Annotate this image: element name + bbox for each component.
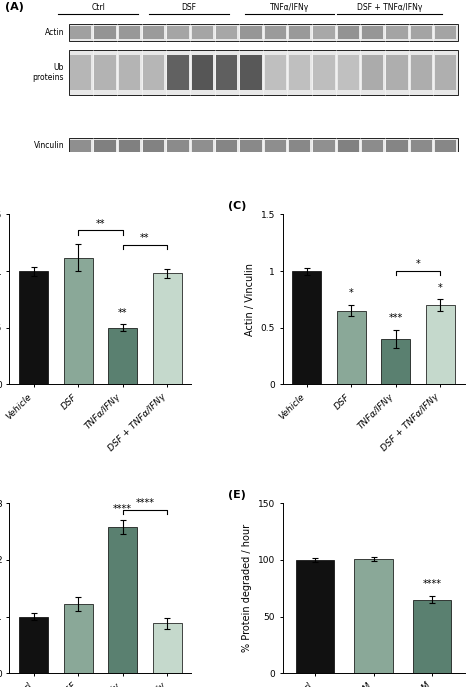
Bar (296, 560, 334, 673)
Bar (118, 56, 140, 90)
Bar (362, 56, 383, 90)
Bar (313, 56, 335, 90)
Text: ****: **** (423, 579, 442, 589)
Bar (337, 311, 366, 385)
Bar (191, 26, 213, 38)
Bar (240, 26, 262, 38)
Bar (362, 139, 383, 152)
Text: *: * (349, 289, 354, 298)
Text: (C): (C) (228, 201, 246, 211)
Text: Actin: Actin (45, 28, 64, 37)
Bar (386, 26, 408, 38)
Bar (240, 56, 262, 90)
Bar (69, 50, 458, 95)
Bar (216, 139, 237, 152)
Bar (167, 26, 189, 38)
Bar (264, 26, 286, 38)
Text: TNFα/IFNγ: TNFα/IFNγ (270, 3, 309, 12)
Bar (337, 139, 359, 152)
Bar (64, 258, 93, 385)
Bar (118, 26, 140, 38)
Bar (70, 139, 91, 152)
Bar (94, 56, 116, 90)
Bar (435, 26, 456, 38)
Bar (362, 26, 383, 38)
Bar (167, 56, 189, 90)
Bar (108, 527, 137, 673)
Bar (19, 617, 48, 673)
Bar (70, 56, 91, 90)
Text: ****: **** (136, 499, 155, 508)
Bar (355, 559, 392, 673)
Bar (413, 600, 451, 673)
Bar (292, 271, 321, 385)
Text: (A): (A) (5, 2, 24, 12)
Text: **: ** (96, 218, 105, 229)
Bar (381, 339, 410, 385)
Bar (410, 26, 432, 38)
Bar (118, 139, 140, 152)
Y-axis label: % Protein degraded / hour: % Protein degraded / hour (242, 524, 252, 653)
Bar (69, 25, 458, 41)
Bar (313, 26, 335, 38)
Bar (70, 26, 91, 38)
Bar (108, 328, 137, 385)
Bar (19, 271, 48, 385)
Text: DSF + TNFα/IFNγ: DSF + TNFα/IFNγ (357, 3, 422, 12)
Bar (191, 139, 213, 152)
Bar (337, 26, 359, 38)
Bar (410, 56, 432, 90)
Bar (435, 139, 456, 152)
Text: Ctrl: Ctrl (91, 3, 105, 12)
Text: **: ** (140, 234, 150, 243)
Bar (64, 604, 93, 673)
Bar (143, 26, 164, 38)
Bar (435, 56, 456, 90)
Bar (143, 139, 164, 152)
Bar (410, 139, 432, 152)
Bar (264, 56, 286, 90)
Bar (289, 56, 310, 90)
Bar (264, 139, 286, 152)
Text: ****: **** (113, 504, 132, 514)
Text: (E): (E) (228, 490, 246, 499)
Bar (289, 26, 310, 38)
Bar (167, 139, 189, 152)
Bar (386, 56, 408, 90)
Bar (69, 137, 458, 154)
Bar (94, 26, 116, 38)
Bar (216, 26, 237, 38)
Bar (386, 139, 408, 152)
Bar (94, 139, 116, 152)
Text: DSF: DSF (182, 3, 197, 12)
Y-axis label: Actin / Vinculin: Actin / Vinculin (245, 263, 255, 336)
Text: *: * (416, 260, 420, 269)
Bar (191, 56, 213, 90)
Text: Vinculin: Vinculin (34, 142, 64, 150)
Bar (240, 139, 262, 152)
Bar (153, 623, 182, 673)
Bar (426, 305, 455, 385)
Text: *: * (438, 282, 442, 293)
Text: ***: *** (389, 313, 403, 323)
Text: **: ** (118, 308, 128, 317)
Bar (153, 273, 182, 385)
Bar (337, 56, 359, 90)
Text: Ub
proteins: Ub proteins (33, 63, 64, 82)
Bar (289, 139, 310, 152)
Bar (143, 56, 164, 90)
Bar (313, 139, 335, 152)
Bar (216, 56, 237, 90)
